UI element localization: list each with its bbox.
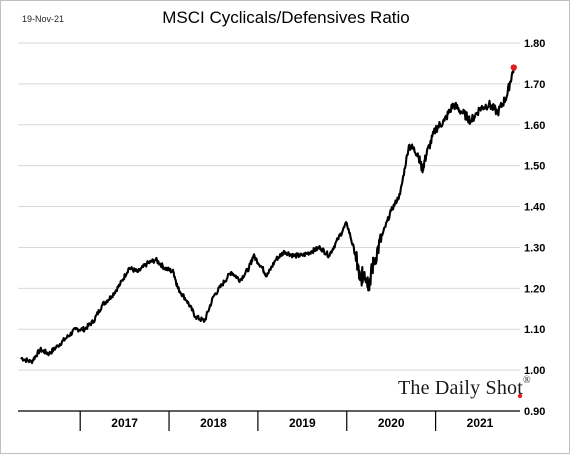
y-tick-label: 1.70	[524, 79, 545, 91]
y-tick-label: 1.50	[524, 161, 545, 173]
watermark-text: The Daily Shot	[398, 377, 523, 399]
y-tick-label: 1.30	[524, 242, 545, 254]
y-tick-label: 1.40	[524, 202, 545, 214]
x-tick-label: 2021	[467, 416, 494, 430]
y-tick-label: 1.20	[524, 283, 545, 295]
y-tick-label: 0.90	[524, 406, 545, 418]
registered-mark: ®	[523, 375, 531, 386]
x-tick-label: 2019	[289, 416, 316, 430]
latest-value-marker	[511, 64, 517, 70]
y-tick-label: 1.10	[524, 324, 545, 336]
watermark-logo: The Daily Shot®	[398, 377, 531, 400]
x-tick-label: 2020	[378, 416, 405, 430]
y-tick-label: 1.80	[524, 38, 545, 50]
y-tick-label: 1.60	[524, 120, 545, 132]
x-tick-label: 2018	[200, 416, 227, 430]
ratio-series-line	[21, 68, 514, 364]
x-tick-label: 2017	[111, 416, 138, 430]
